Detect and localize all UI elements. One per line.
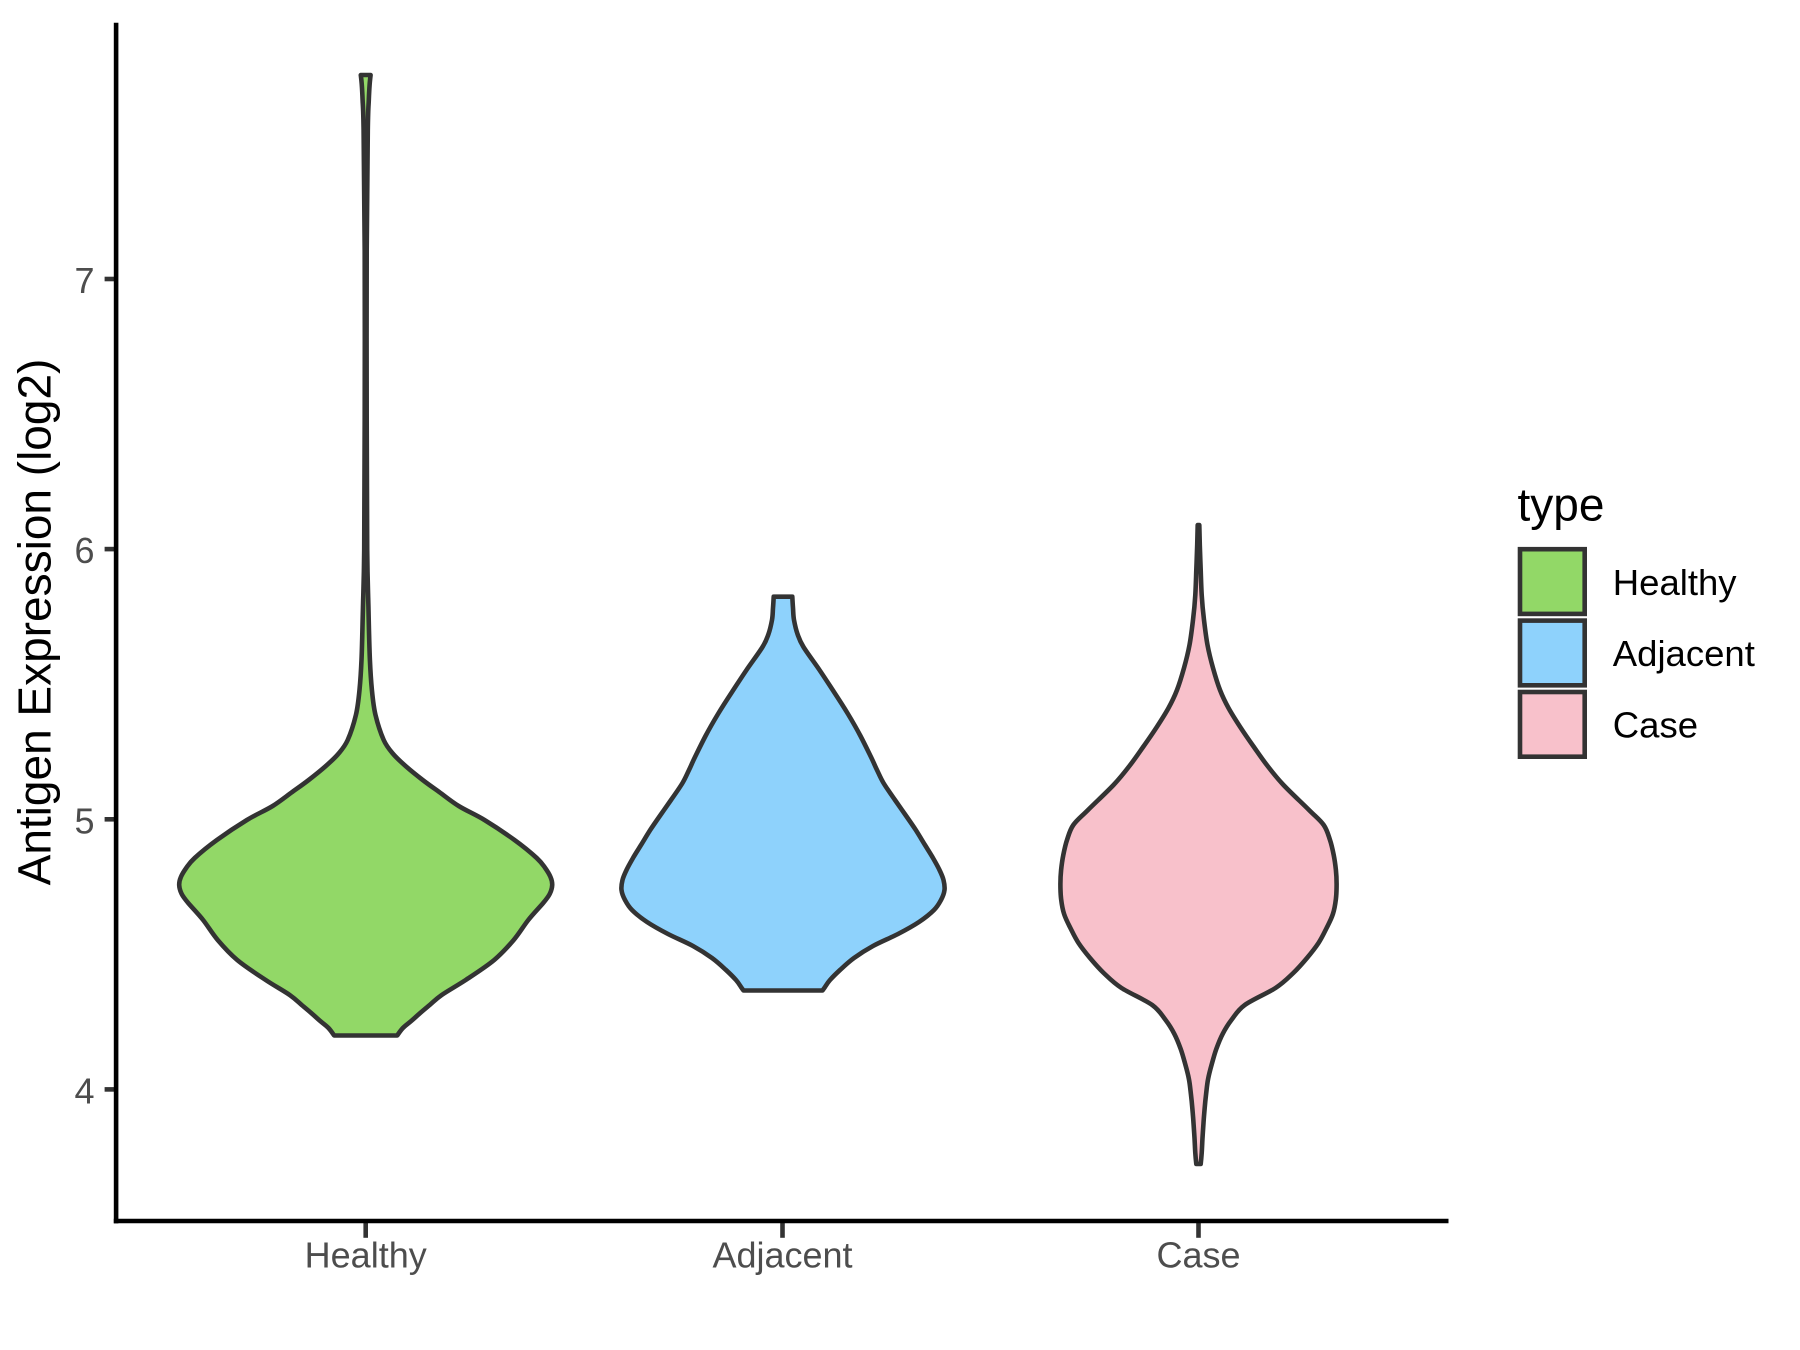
- svg-text:Adjacent: Adjacent: [1613, 633, 1755, 674]
- svg-text:4: 4: [74, 1070, 94, 1111]
- svg-text:5: 5: [74, 800, 94, 841]
- svg-text:Adjacent: Adjacent: [712, 1234, 852, 1275]
- svg-text:Healthy: Healthy: [1613, 562, 1738, 603]
- svg-text:7: 7: [74, 260, 94, 301]
- svg-text:Case: Case: [1613, 705, 1698, 746]
- svg-text:Healthy: Healthy: [305, 1234, 427, 1275]
- svg-text:6: 6: [74, 530, 94, 571]
- svg-text:Case: Case: [1156, 1234, 1240, 1275]
- svg-text:type: type: [1518, 479, 1605, 531]
- svg-text:Antigen Expression (log2): Antigen Expression (log2): [9, 359, 61, 886]
